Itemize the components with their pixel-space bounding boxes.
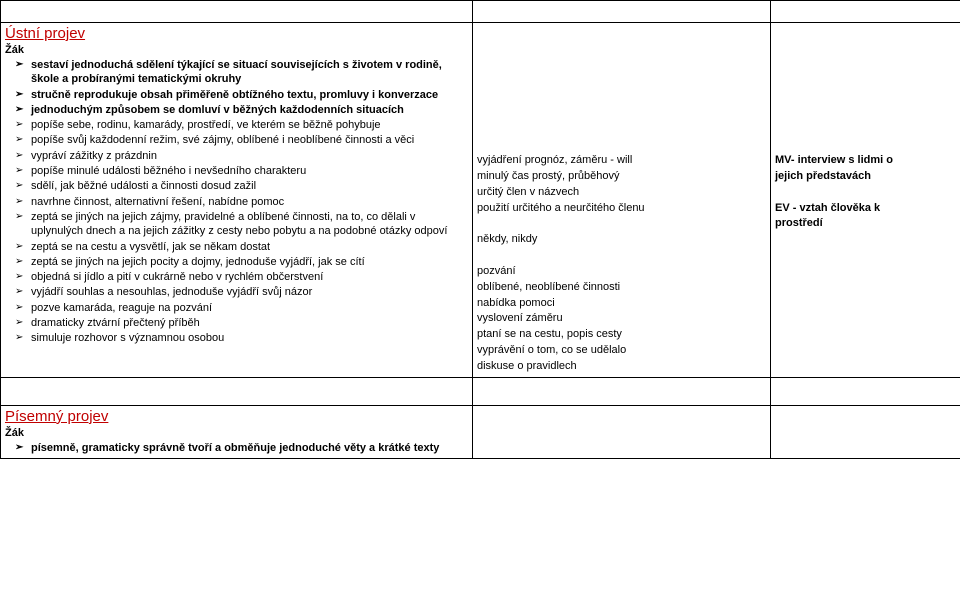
subhead-zak: Žák xyxy=(5,44,468,56)
list-item: vyjádří souhlas a nesouhlas, jednoduše v… xyxy=(19,285,468,299)
subhead-zak-2: Žák xyxy=(5,427,468,439)
mid-line: použití určitého a neurčitého členu xyxy=(477,201,766,216)
middle-lines: vyjádření prognóz, záměru - will minulý … xyxy=(477,25,766,374)
mid-line: vyslovení záměru xyxy=(477,311,766,326)
list-item: dramaticky ztvární přečtený příběh xyxy=(19,316,468,330)
right-line xyxy=(775,185,956,200)
mid-line: diskuse o pravidlech xyxy=(477,359,766,374)
col2-oral-grammar: vyjádření prognóz, záměru - will minulý … xyxy=(473,23,771,378)
list-item: popíše sebe, rodinu, kamarády, prostředí… xyxy=(19,118,468,132)
mid-line: minulý čas prostý, průběhový xyxy=(477,169,766,184)
intro-bold-item: jednoduchým způsobem se domluví v běžnýc… xyxy=(19,103,468,117)
oral-list: sestaví jednoduchá sdělení týkající se s… xyxy=(5,58,468,346)
empty-cell xyxy=(1,1,473,23)
intro-bold-item: písemně, gramaticky správně tvoří a obmě… xyxy=(19,441,468,455)
empty-header-row xyxy=(1,1,960,23)
mid-line: oblíbené, neoblíbené činnosti xyxy=(477,280,766,295)
mid-line: ptaní se na cestu, popis cesty xyxy=(477,327,766,342)
section-heading-oral: Ústní projev xyxy=(5,25,468,42)
list-item: zeptá se na cestu a vysvětlí, jak se něk… xyxy=(19,240,468,254)
list-item: navrhne činnost, alternativní řešení, na… xyxy=(19,195,468,209)
mid-line: vyjádření prognóz, záměru - will xyxy=(477,153,766,168)
right-lines: MV- interview s lidmi o jejich představá… xyxy=(775,25,956,231)
list-item: pozve kamaráda, reaguje na pozvání xyxy=(19,301,468,315)
col1-written: Písemný projev Žák písemně, gramaticky s… xyxy=(1,405,473,458)
mid-line: nabídka pomoci xyxy=(477,296,766,311)
list-item: vypráví zážitky z prázdnin xyxy=(19,149,468,163)
mid-line: někdy, nikdy xyxy=(477,232,766,247)
empty-cell xyxy=(1,377,473,405)
intro-bold-item: stručně reprodukuje obsah přiměřeně obtí… xyxy=(19,88,468,102)
empty-cell xyxy=(771,377,960,405)
mid-line: určitý člen v názvech xyxy=(477,185,766,200)
right-line: prostředí xyxy=(775,216,956,231)
list-item: zeptá se jiných na jejich zájmy, pravide… xyxy=(19,210,468,239)
list-item: simuluje rozhovor s významnou osobou xyxy=(19,331,468,345)
right-line: jejich představách xyxy=(775,169,956,184)
list-item: popíše minulé události běžného i nevšedn… xyxy=(19,164,468,178)
empty-cell xyxy=(771,1,960,23)
section-heading-written: Písemný projev xyxy=(5,408,468,425)
section-oral-row: Ústní projev Žák sestaví jednoduchá sděl… xyxy=(1,23,960,378)
intro-bold-item: sestaví jednoduchá sdělení týkající se s… xyxy=(19,58,468,87)
list-item: sdělí, jak běžné události a činnosti dos… xyxy=(19,179,468,193)
mid-line xyxy=(477,216,766,231)
mid-line: pozvání xyxy=(477,264,766,279)
written-list: písemně, gramaticky správně tvoří a obmě… xyxy=(5,441,468,455)
mid-line: vyprávění o tom, co se udělalo xyxy=(477,343,766,358)
col3-oral-cross: MV- interview s lidmi o jejich představá… xyxy=(771,23,960,378)
col2-written xyxy=(473,405,771,458)
list-item: objedná si jídlo a pití v cukrárně nebo … xyxy=(19,270,468,284)
empty-cell xyxy=(473,1,771,23)
mid-line xyxy=(477,248,766,263)
right-line: EV - vztah člověka k xyxy=(775,201,956,216)
list-item: zeptá se jiných na jejich pocity a dojmy… xyxy=(19,255,468,269)
spacer-row xyxy=(1,377,960,405)
col1-oral: Ústní projev Žák sestaví jednoduchá sděl… xyxy=(1,23,473,378)
empty-cell xyxy=(473,377,771,405)
col3-written xyxy=(771,405,960,458)
section-written-row: Písemný projev Žák písemně, gramaticky s… xyxy=(1,405,960,458)
right-line: MV- interview s lidmi o xyxy=(775,153,956,168)
list-item: popíše svůj každodenní režim, své zájmy,… xyxy=(19,133,468,147)
curriculum-table: Ústní projev Žák sestaví jednoduchá sděl… xyxy=(0,0,960,459)
